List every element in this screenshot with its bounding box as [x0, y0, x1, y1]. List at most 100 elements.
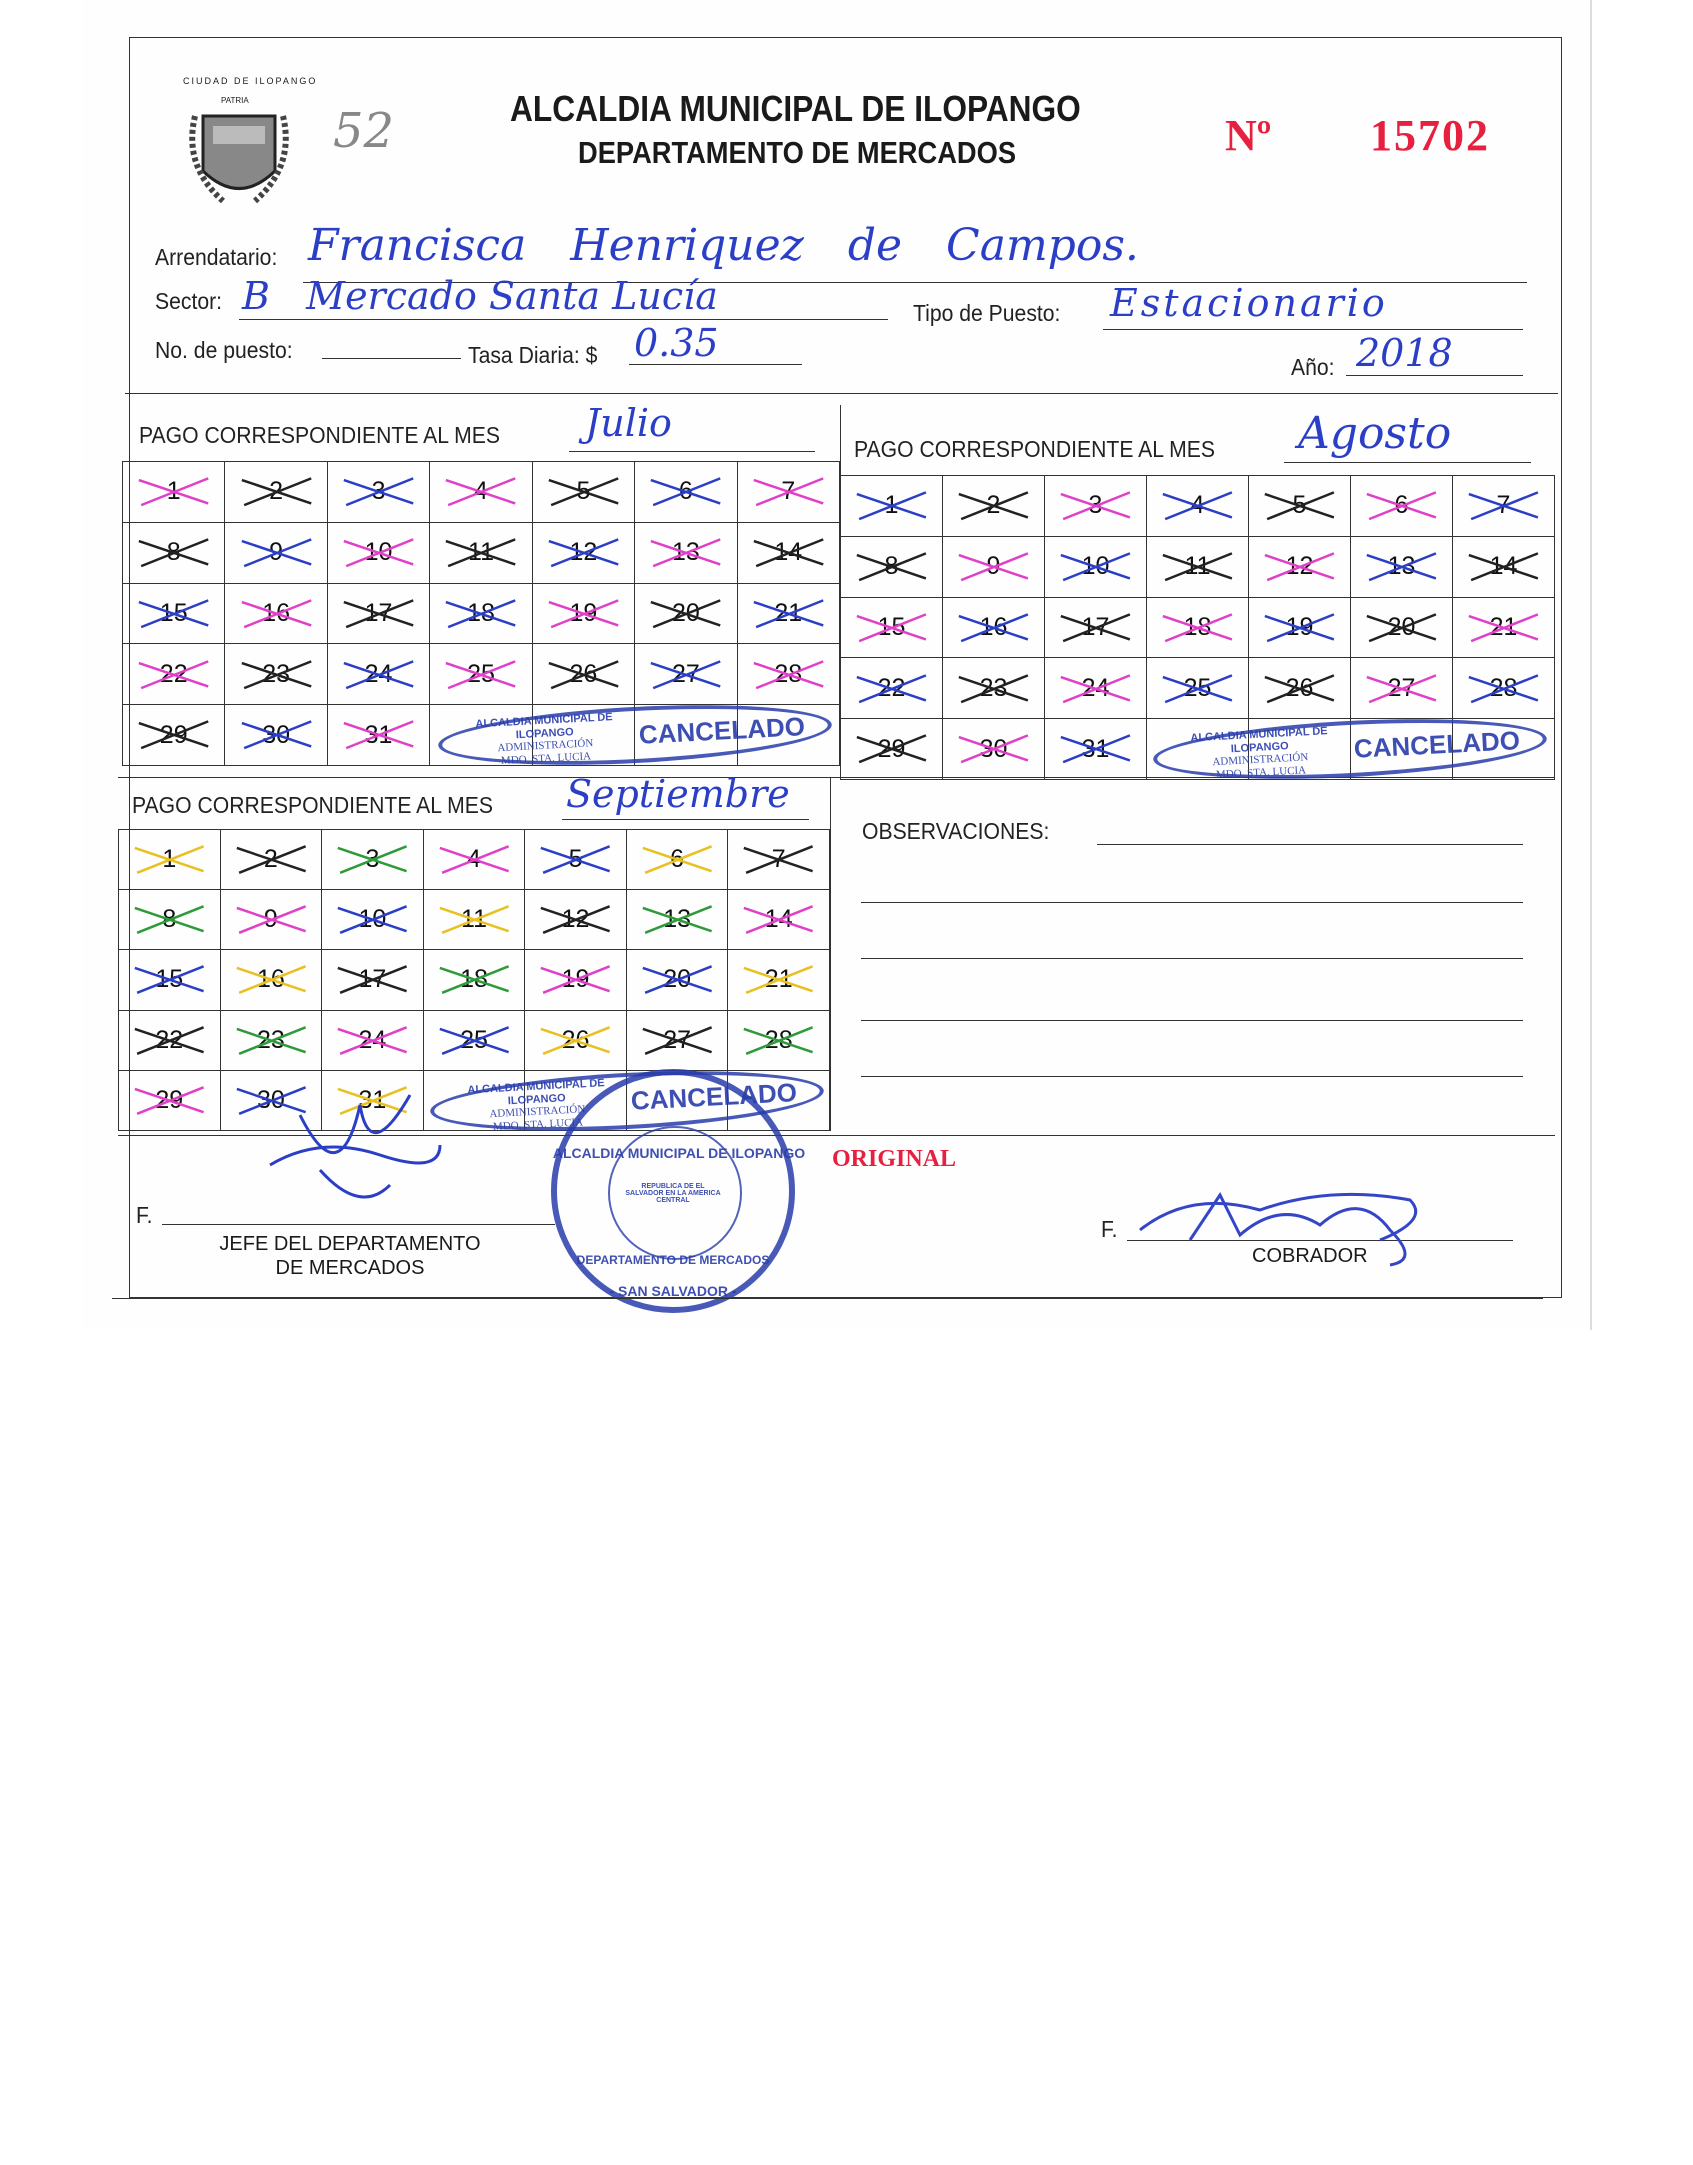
serial-number-label: Nº: [1225, 111, 1272, 160]
day-cell-21: 21: [728, 950, 830, 1011]
day-number: 1: [884, 491, 899, 520]
day-cell-6: 6: [626, 830, 729, 891]
day-number: 20: [1387, 612, 1416, 641]
right-signature-line: [1127, 1240, 1513, 1241]
day-cell-4: 4: [1147, 476, 1249, 537]
day-number: 16: [979, 612, 1008, 641]
day-cell-28: 28: [737, 644, 840, 706]
day-number: 16: [256, 965, 285, 994]
day-number: 22: [159, 659, 188, 688]
form-bottom-border: [112, 1298, 1543, 1299]
stamp-text-column: ALCALDIA MUNICIPAL DE ILOPANGO ADMINISTR…: [456, 1077, 618, 1135]
observaciones-line: [861, 1076, 1523, 1077]
original-label: ORIGINAL: [832, 1146, 957, 1172]
day-cell-28: 28: [1453, 658, 1555, 720]
day-cell-1: 1: [119, 830, 221, 891]
left-signature-prefix: F.: [136, 1202, 153, 1228]
day-cell-31: 31: [1045, 719, 1147, 780]
day-cell-9: 9: [225, 522, 328, 584]
day-number: 17: [358, 965, 387, 994]
day-cell-3: 3: [1045, 476, 1147, 537]
stamp-cancelado-text: CANCELADO: [1353, 725, 1521, 764]
day-cell-23: 23: [225, 644, 328, 706]
day-number: 26: [569, 659, 598, 688]
day-number: 10: [1081, 552, 1110, 581]
day-cell-7: 7: [728, 830, 830, 891]
day-cell-25: 25: [1147, 658, 1249, 720]
day-number: 11: [468, 538, 494, 567]
tipo-puesto-label: Tipo de Puesto:: [913, 300, 1061, 326]
day-number: 13: [671, 538, 700, 567]
day-number: 7: [771, 845, 786, 874]
stamp-cancelado-text: CANCELADO: [638, 711, 806, 750]
day-number: 4: [1190, 491, 1205, 520]
day-cell-2: 2: [220, 830, 323, 891]
page-subtitle: DEPARTAMENTO DE MERCADOS: [578, 135, 1017, 170]
day-number: 7: [781, 477, 796, 506]
month-label: PAGO CORRESPONDIENTE AL MES: [854, 436, 1215, 462]
day-number: 22: [155, 1025, 184, 1054]
day-cell-22: 22: [123, 644, 226, 706]
puesto-line: [322, 358, 461, 359]
day-number: 25: [467, 659, 495, 688]
empty-cell: [525, 1070, 627, 1131]
day-number: 1: [162, 845, 177, 874]
day-cell-16: 16: [225, 583, 328, 645]
day-number: 30: [262, 720, 291, 749]
day-number: 10: [364, 538, 393, 567]
day-cell-13: 13: [635, 522, 738, 584]
day-number: 18: [1183, 612, 1212, 641]
left-title-line-1: JEFE DEL DEPARTAMENTO: [219, 1233, 481, 1255]
serial-number: 15702: [1370, 111, 1490, 160]
day-cell-11: 11: [1147, 536, 1249, 598]
month-line: [1284, 462, 1531, 463]
day-cell-17: 17: [1045, 597, 1147, 659]
right-signature-prefix: F.: [1101, 1216, 1118, 1242]
day-number: 14: [1489, 552, 1518, 581]
day-number: 12: [1285, 552, 1314, 581]
day-number: 6: [1394, 491, 1409, 520]
empty-cell: [1453, 719, 1555, 780]
day-cell-11: 11: [423, 890, 526, 951]
sector-label: Sector:: [155, 288, 223, 314]
day-cell-29: 29: [119, 1070, 221, 1131]
day-number: 15: [155, 965, 184, 994]
day-cell-21: 21: [737, 583, 840, 645]
day-number: 8: [884, 552, 899, 581]
paper-background: [82, 0, 1592, 1330]
day-number: 13: [663, 905, 692, 934]
observaciones-label: OBSERVACIONES:: [862, 818, 1050, 844]
day-number: 29: [155, 1085, 184, 1114]
day-number: 3: [365, 845, 380, 874]
day-number: 19: [569, 598, 598, 627]
signature-divider: [118, 1135, 1555, 1136]
day-cell-25: 25: [423, 1010, 526, 1071]
day-cell-23: 23: [220, 1010, 323, 1071]
observaciones-line: [861, 902, 1523, 903]
day-number: 31: [1081, 734, 1110, 763]
day-cell-7: 7: [1453, 476, 1555, 537]
day-cell-23: 23: [943, 658, 1045, 720]
day-cell-15: 15: [123, 583, 226, 645]
day-cell-2: 2: [943, 476, 1045, 537]
tipo-puesto-value: Estacionario: [1110, 281, 1388, 325]
day-cell-14: 14: [1453, 536, 1555, 598]
empty-cell: [1249, 719, 1351, 780]
observaciones-line: [861, 1020, 1523, 1021]
day-number: 24: [1081, 673, 1110, 702]
day-number: 12: [569, 538, 598, 567]
day-cell-18: 18: [1147, 597, 1249, 659]
right-signature: [1130, 1180, 1450, 1275]
right-signature-title: COBRADOR: [1252, 1245, 1368, 1267]
day-cell-17: 17: [322, 950, 424, 1011]
day-number: 9: [269, 538, 284, 567]
day-number: 6: [678, 477, 693, 506]
day-number: 15: [159, 598, 188, 627]
tipo-puesto-line: [1103, 329, 1523, 330]
sector-value: B Mercado Santa Lucía: [242, 274, 718, 318]
day-cell-30: 30: [943, 719, 1045, 780]
day-cell-10: 10: [1045, 536, 1147, 598]
month-value: Julio: [585, 401, 672, 445]
day-cell-3: 3: [327, 462, 431, 523]
empty-cell: [635, 705, 738, 766]
